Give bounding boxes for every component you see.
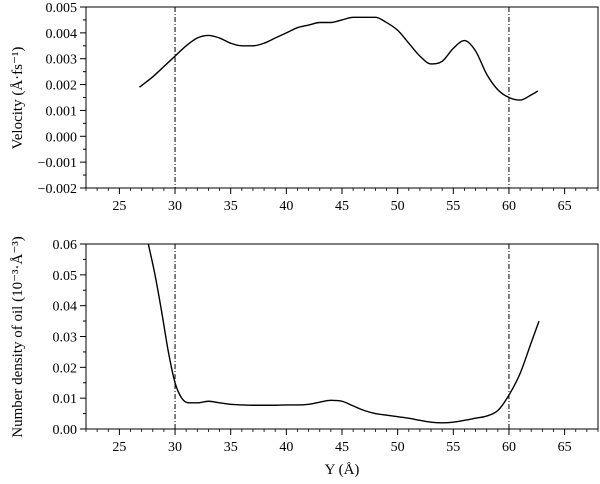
oil-density-y-tick-label: 0.03 bbox=[53, 331, 78, 346]
oil-density-x-ticks: 25 30 35 40 45 50 55 60 65 bbox=[85, 429, 599, 455]
oil-density-reference-lines bbox=[174, 244, 510, 429]
velocity-x-ticks: 25 30 35 40 45 50 55 60 65 bbox=[85, 188, 599, 214]
velocity-x-tick-label: 60 bbox=[502, 199, 516, 214]
velocity-y-tick-label: −0.002 bbox=[38, 182, 77, 197]
oil-density-x-tick-label: 60 bbox=[502, 440, 516, 455]
velocity-y-axis-title: Velocity (Å·fs⁻¹) bbox=[10, 47, 26, 150]
velocity-x-tick-label: 30 bbox=[168, 199, 182, 214]
oil-density-series-line bbox=[147, 243, 540, 424]
oil-density-x-tick-label: 45 bbox=[335, 440, 349, 455]
oil-density-x-tick-label: 30 bbox=[168, 440, 182, 455]
velocity-y-tick-label: −0.001 bbox=[38, 156, 77, 171]
velocity-reference-lines bbox=[174, 7, 510, 188]
velocity-y-tick-label: 0.003 bbox=[46, 53, 78, 68]
velocity-y-tick-label: 0.000 bbox=[46, 130, 78, 145]
oil-density-panel: 0.00 0.01 0.02 0.03 0.04 0.05 0.06 25 30 35 40 45 5… bbox=[10, 236, 599, 478]
oil-density-x-tick-label: 65 bbox=[558, 440, 572, 455]
oil-density-y-axis-title: Number density of oil (10⁻³·Å⁻³) bbox=[10, 236, 26, 437]
velocity-plot-frame bbox=[85, 6, 599, 189]
velocity-x-tick-label: 45 bbox=[335, 199, 349, 214]
velocity-x-tick-label: 65 bbox=[558, 199, 572, 214]
velocity-y-tick-label: 0.002 bbox=[46, 79, 78, 94]
oil-density-x-tick-label: 40 bbox=[279, 440, 293, 455]
oil-density-y-tick-label: 0.01 bbox=[53, 392, 78, 407]
velocity-x-tick-label: 40 bbox=[279, 199, 293, 214]
velocity-y-ticks: −0.002 −0.001 0.000 0.001 0.002 0.003 0.004 0.0… bbox=[38, 1, 86, 197]
velocity-panel: −0.002 −0.001 0.000 0.001 0.002 0.003 0.004 0.0… bbox=[10, 1, 599, 214]
oil-density-y-ticks: 0.00 0.01 0.02 0.03 0.04 0.05 0.06 bbox=[53, 238, 86, 438]
velocity-y-tick-label: 0.004 bbox=[46, 27, 78, 42]
oil-density-y-tick-label: 0.05 bbox=[53, 269, 78, 284]
oil-density-y-tick-label: 0.06 bbox=[53, 238, 78, 253]
velocity-y-tick-label: 0.005 bbox=[46, 1, 78, 16]
velocity-x-tick-label: 25 bbox=[112, 199, 126, 214]
oil-density-x-tick-label: 25 bbox=[112, 440, 126, 455]
velocity-series-line bbox=[139, 16, 539, 101]
velocity-x-tick-label: 50 bbox=[391, 199, 405, 214]
x-axis-title: Y (Å) bbox=[325, 462, 360, 478]
oil-density-y-tick-label: 0.04 bbox=[53, 300, 78, 315]
oil-density-x-tick-label: 35 bbox=[224, 440, 238, 455]
oil-density-y-tick-label: 0.00 bbox=[53, 423, 78, 438]
oil-density-x-tick-label: 55 bbox=[446, 440, 460, 455]
oil-density-x-tick-label: 50 bbox=[391, 440, 405, 455]
oil-density-y-tick-label: 0.02 bbox=[53, 361, 78, 376]
velocity-y-tick-label: 0.001 bbox=[46, 104, 78, 119]
velocity-x-tick-label: 55 bbox=[446, 199, 460, 214]
velocity-x-tick-label: 35 bbox=[224, 199, 238, 214]
